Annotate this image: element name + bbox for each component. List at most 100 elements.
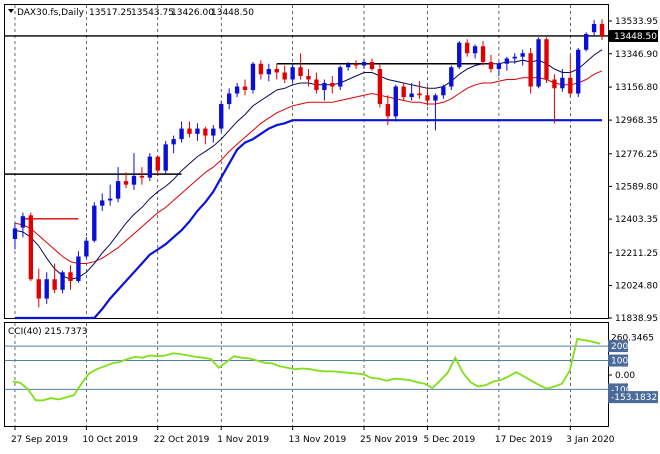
candle-body xyxy=(314,79,319,91)
candle-body xyxy=(100,200,105,206)
candle-body xyxy=(147,156,153,178)
candle-body xyxy=(480,46,486,62)
time-tick-label: 22 Oct 2019 xyxy=(154,435,210,445)
high-value: 13543.75 xyxy=(131,8,174,18)
cci-level-tag xyxy=(608,391,658,404)
candle-body xyxy=(179,128,184,140)
levels-layer xyxy=(5,35,608,220)
candle-body xyxy=(457,42,462,68)
time-tick-label: 10 Oct 2019 xyxy=(82,435,138,445)
open-value: 13517.25 xyxy=(89,8,132,18)
slow-ma-line xyxy=(14,70,603,264)
cci-label: CCI(40) 215.7373 xyxy=(8,327,88,337)
candle-body xyxy=(234,86,240,94)
price-tick-label: 13346.90 xyxy=(615,50,658,60)
candle-body xyxy=(250,63,256,91)
price-tick-label: 12024.80 xyxy=(615,281,658,291)
candle-body xyxy=(76,256,81,282)
chart-header: DAX30.fs,Daily 13517.25 13543.75 13426.0… xyxy=(8,8,254,18)
candle-body xyxy=(171,139,176,145)
time-tick-label: 27 Sep 2019 xyxy=(11,435,68,445)
cci-level-tag xyxy=(608,340,628,353)
candle-body xyxy=(12,228,18,239)
candle-body xyxy=(449,67,454,87)
stop-line xyxy=(15,119,602,320)
candle-body xyxy=(266,69,272,75)
candle-body xyxy=(187,128,192,134)
candle-body xyxy=(36,279,41,299)
candle-body xyxy=(599,23,605,36)
candle-body xyxy=(338,67,343,87)
candle-body xyxy=(377,69,383,105)
cci-level-tag xyxy=(608,354,628,367)
time-tick-label: 25 Nov 2019 xyxy=(360,435,418,445)
candle-body xyxy=(552,79,557,89)
candle-body xyxy=(139,175,145,178)
candle-body xyxy=(385,104,391,117)
candle-body xyxy=(242,86,248,91)
candle-body xyxy=(425,95,430,101)
candle-body xyxy=(219,104,224,129)
cci-tick-label: 100 xyxy=(611,357,628,367)
candle-body xyxy=(163,144,168,171)
cci-tick-label: 0.00 xyxy=(615,371,635,381)
candle-body xyxy=(504,58,510,64)
price-tick-label: 13533.95 xyxy=(615,17,658,27)
candle-body xyxy=(464,42,470,54)
candle-body xyxy=(544,39,549,80)
candle-body xyxy=(417,93,422,96)
cci-line xyxy=(12,337,601,402)
price-tick-label: 11838.95 xyxy=(615,314,658,324)
close-value: 13448.50 xyxy=(211,8,254,18)
candle-body xyxy=(92,205,97,241)
candle-body xyxy=(560,77,565,89)
candle-body xyxy=(282,72,287,80)
candle-body xyxy=(20,216,26,228)
current-price-tag xyxy=(608,29,658,42)
candle-body xyxy=(583,33,589,50)
dropdown-triangle-icon[interactable] xyxy=(8,9,14,13)
candle-body xyxy=(68,272,73,282)
candle-body xyxy=(274,69,279,73)
candle-body xyxy=(345,63,351,68)
price-tick-label: 12211.25 xyxy=(615,249,658,259)
cci-tick-label: 260.3465 xyxy=(611,333,654,343)
candle-body xyxy=(258,63,264,75)
time-tick-label: 1 Nov 2019 xyxy=(217,435,269,445)
candle-body xyxy=(568,77,573,94)
price-tick-label: 13156.80 xyxy=(615,83,658,93)
candle-body xyxy=(52,279,57,290)
candle-body xyxy=(441,86,446,96)
time-tick-label: 5 Dec 2019 xyxy=(424,435,476,445)
cci-tick-label: -153.1832 xyxy=(611,393,657,403)
low-value: 13426.00 xyxy=(171,8,214,18)
price-tick-label: 12589.80 xyxy=(615,182,658,192)
candle-body xyxy=(60,272,65,290)
candle-body xyxy=(211,128,216,136)
candle-body xyxy=(203,128,208,136)
candle-body xyxy=(123,181,129,185)
candle-body xyxy=(195,128,200,134)
price-axis: 13533.95 13346.90 13156.80 12968.35 12776.25… xyxy=(608,17,658,324)
candle-body xyxy=(330,83,335,87)
candle-body xyxy=(353,63,359,66)
candle-body xyxy=(107,198,113,201)
current-price-tag-label: 13448.50 xyxy=(614,32,657,42)
candle-body xyxy=(290,67,295,80)
time-tick-label: 17 Dec 2019 xyxy=(495,435,553,445)
candle-body xyxy=(131,175,137,185)
candle-body xyxy=(28,215,34,280)
candles xyxy=(12,19,605,308)
candle-body xyxy=(409,93,414,98)
candle-body xyxy=(576,49,581,94)
candle-body xyxy=(591,23,597,33)
price-tick-label: 12968.35 xyxy=(615,116,658,126)
candle-body xyxy=(433,95,438,101)
candle-body xyxy=(361,61,367,66)
candle-body xyxy=(496,63,502,70)
symbol-label: DAX30.fs,Daily xyxy=(17,8,85,18)
candle-body xyxy=(155,156,160,171)
